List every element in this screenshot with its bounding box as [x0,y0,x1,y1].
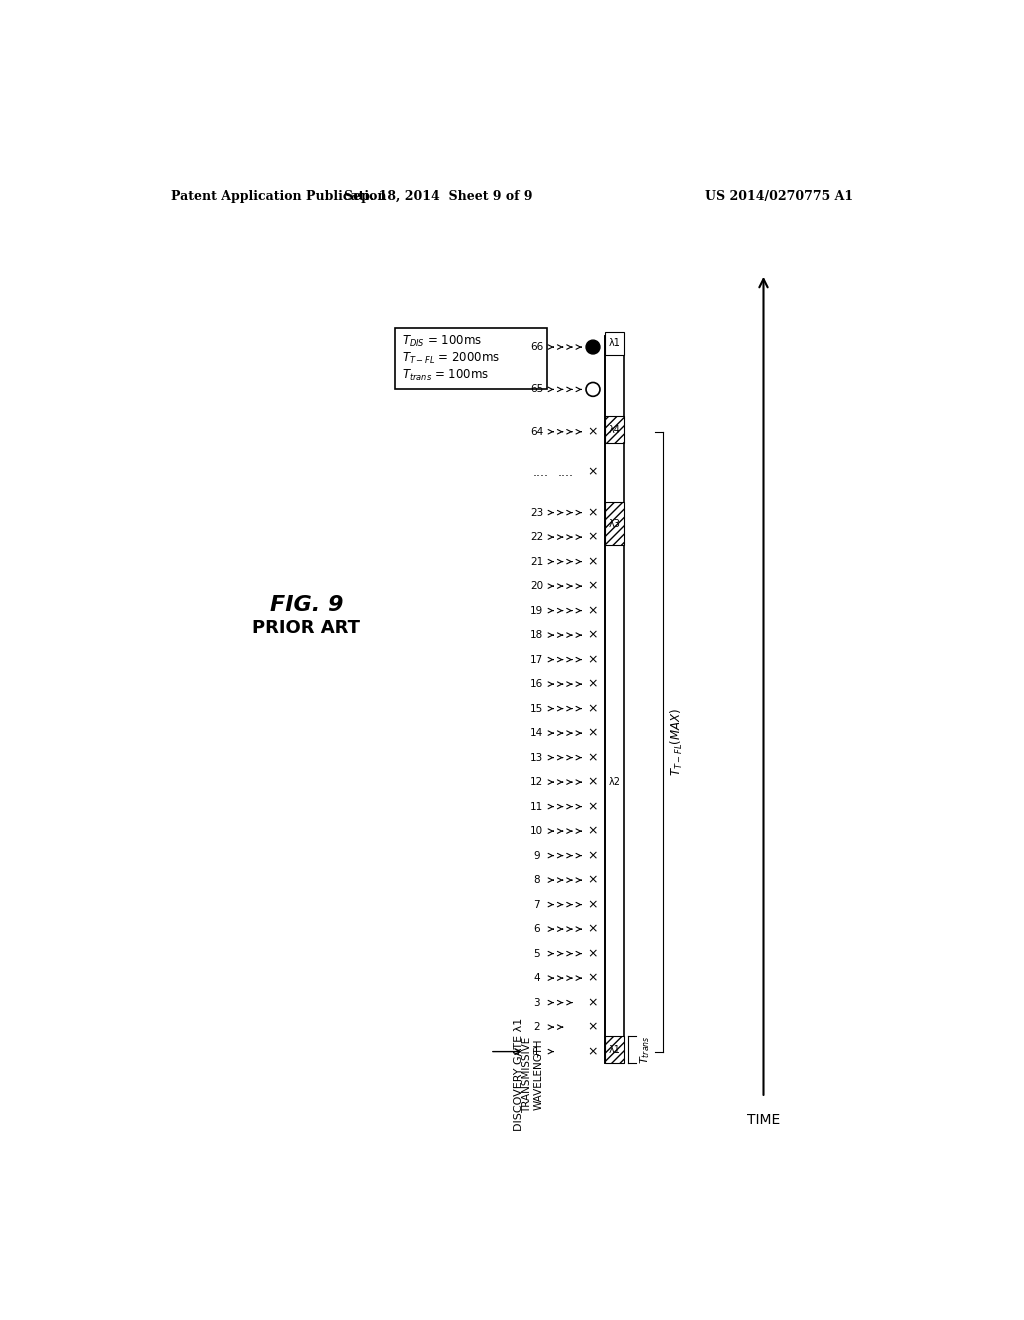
Text: ×: × [588,874,598,887]
Text: ×: × [588,751,598,764]
Text: 21: 21 [529,557,543,566]
Text: 6: 6 [534,924,540,935]
Bar [604,416,624,444]
Text: ×: × [588,997,598,1008]
Text: ×: × [588,605,598,618]
Text: ....: .... [532,466,548,479]
Text: ×: × [588,1045,598,1059]
Text: TIME: TIME [746,1113,780,1127]
Text: 3: 3 [534,998,540,1007]
Text: ×: × [588,556,598,568]
Text: 15: 15 [529,704,543,714]
Text: 16: 16 [529,678,543,689]
Text: 10: 10 [529,826,543,836]
Text: ×: × [588,923,598,936]
Text: 22: 22 [529,532,543,543]
Bar [604,331,624,355]
Text: ×: × [588,466,598,479]
Text: 66: 66 [529,342,543,352]
Text: 19: 19 [529,606,543,615]
Text: ×: × [588,972,598,985]
Text: ×: × [588,531,598,544]
Text: ×: × [588,677,598,690]
Text: 64: 64 [529,426,543,437]
Text: ×: × [588,898,598,911]
Text: ×: × [588,506,598,519]
Text: 8: 8 [534,875,540,886]
Text: 1: 1 [534,1047,540,1056]
Bar [604,503,624,545]
Text: 18: 18 [529,630,543,640]
Text: ×: × [588,825,598,838]
Text: ×: × [588,425,598,438]
Text: ×: × [588,702,598,715]
Text: ×: × [588,1020,598,1034]
Text: 13: 13 [529,752,543,763]
Text: 23: 23 [529,508,543,517]
Text: 7: 7 [534,900,540,909]
Text: DISCOVERY GATE λ1: DISCOVERY GATE λ1 [514,1018,524,1131]
Text: 5: 5 [534,949,540,958]
Text: ×: × [588,579,598,593]
Text: 14: 14 [529,729,543,738]
Text: ×: × [588,726,598,739]
Text: ×: × [588,948,598,960]
Text: ×: × [588,776,598,788]
Text: ×: × [588,628,598,642]
Text: TRANSMISSIVE
WAVELENGTH: TRANSMISSIVE WAVELENGTH [522,1036,544,1113]
Text: 65: 65 [529,384,543,395]
Text: λ2: λ2 [608,777,621,787]
Text: Sep. 18, 2014  Sheet 9 of 9: Sep. 18, 2014 Sheet 9 of 9 [344,190,532,203]
Text: ....: .... [558,466,573,479]
Text: 9: 9 [534,850,540,861]
Text: ×: × [588,849,598,862]
Circle shape [586,341,600,354]
Text: 20: 20 [529,581,543,591]
Text: λ4: λ4 [608,425,621,434]
Text: 11: 11 [529,801,543,812]
Text: λ1: λ1 [608,1044,621,1055]
Text: ×: × [588,653,598,667]
Text: $T_{trans}$ = 100ms: $T_{trans}$ = 100ms [401,368,488,383]
Text: ×: × [588,800,598,813]
Text: 2: 2 [534,1022,540,1032]
Bar [395,327,547,389]
Text: FIG. 9: FIG. 9 [269,595,343,615]
Text: 12: 12 [529,777,543,787]
Bar [604,1036,624,1063]
Text: $T_{trans}$: $T_{trans}$ [638,1035,652,1064]
Text: λ1: λ1 [608,338,621,348]
Text: Patent Application Publication: Patent Application Publication [171,190,386,203]
Text: US 2014/0270775 A1: US 2014/0270775 A1 [705,190,853,203]
Bar [604,335,624,1063]
Text: λ3: λ3 [608,519,621,528]
Text: PRIOR ART: PRIOR ART [252,619,360,638]
Text: $T_{DIS}$ = 100ms: $T_{DIS}$ = 100ms [401,334,481,350]
Text: $T_{T-FL}(MAX)$: $T_{T-FL}(MAX)$ [669,708,685,776]
Text: $T_{T-FL}$ = 2000ms: $T_{T-FL}$ = 2000ms [401,351,500,366]
Text: 4: 4 [534,973,540,983]
Text: 17: 17 [529,655,543,664]
